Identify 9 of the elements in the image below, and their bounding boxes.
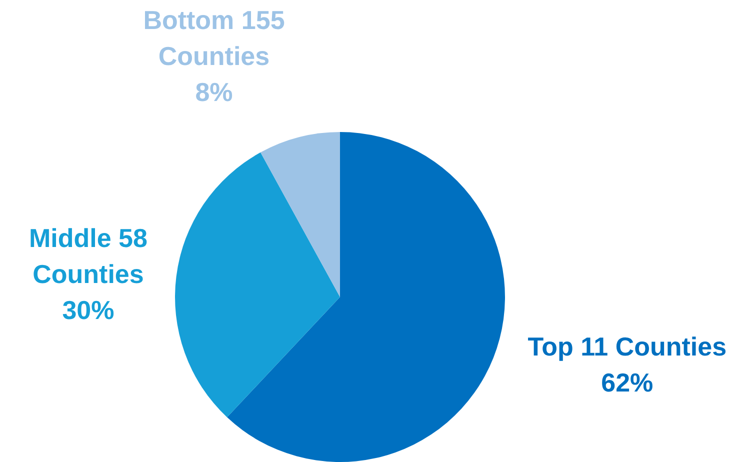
slice-label: Bottom 155 Counties: [143, 5, 285, 72]
slice-label: Top 11 Counties: [528, 331, 727, 362]
pie-slice: [227, 132, 505, 462]
data-label: 30%: [62, 295, 114, 326]
pie-slice: [175, 152, 340, 418]
pie-slice: [260, 132, 340, 297]
slice-label: Middle 58 Counties: [29, 223, 148, 290]
data-label: 8%: [195, 77, 233, 108]
data-label: 62%: [601, 367, 654, 398]
